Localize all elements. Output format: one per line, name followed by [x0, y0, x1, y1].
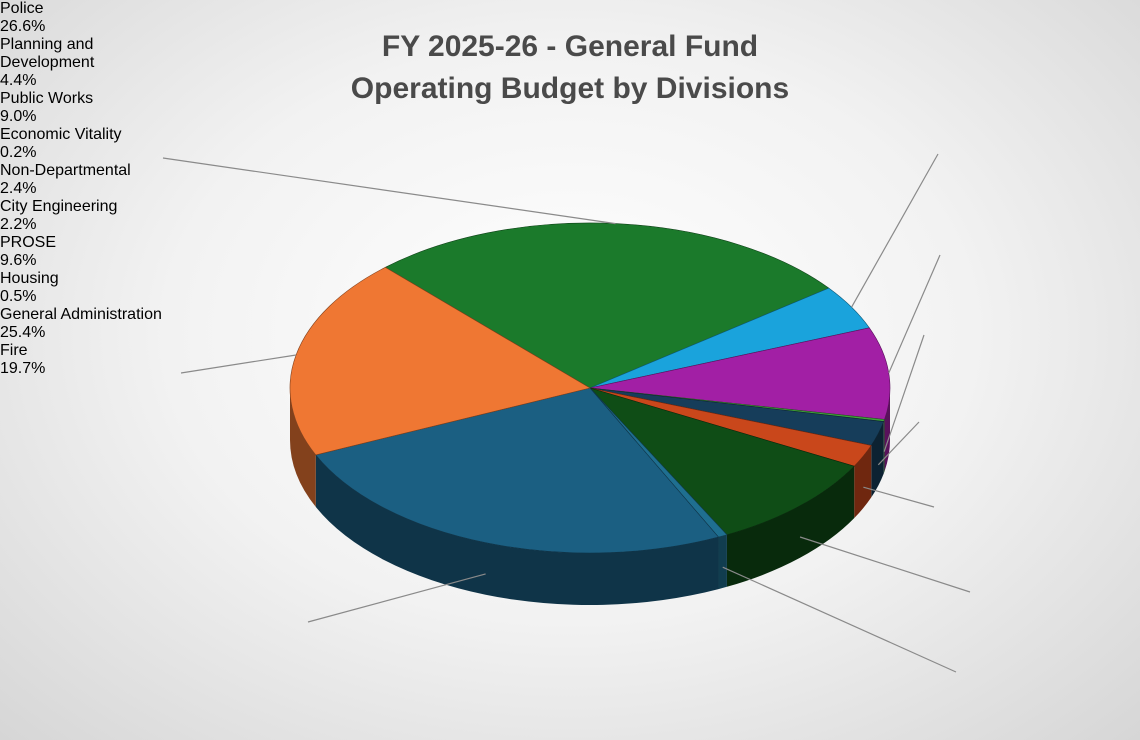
- leader-line: [883, 334, 925, 452]
- leader-line: [180, 354, 297, 374]
- slice: [589, 387, 855, 536]
- leader-line: [851, 153, 939, 308]
- data-label: Planning and Development 4.4%: [0, 36, 152, 90]
- sides: [290, 388, 890, 605]
- data-label: General Administration 25.4%: [0, 306, 166, 342]
- data-label: Economic Vitality 0.2%: [0, 126, 196, 162]
- slice-side: [883, 419, 885, 474]
- slice: [315, 387, 720, 554]
- leader-line: [877, 421, 920, 466]
- label-name: PROSE: [0, 234, 57, 251]
- label-name: Police: [0, 0, 44, 17]
- label-name: Housing: [0, 270, 59, 287]
- chart-title: FY 2025-26 - General Fund Operating Budg…: [350, 30, 790, 105]
- data-label: Housing 0.5%: [0, 270, 102, 306]
- data-label: Police 26.6%: [0, 0, 84, 36]
- label-value: 0.2%: [0, 144, 37, 161]
- leader-line: [307, 573, 486, 623]
- label-value: 26.6%: [0, 18, 46, 35]
- data-label: City Engineering 2.2%: [0, 198, 182, 234]
- label-value: 19.7%: [0, 360, 46, 377]
- label-value: 9.0%: [0, 108, 37, 125]
- leader-line: [162, 157, 616, 225]
- data-label: Fire 19.7%: [0, 342, 84, 378]
- label-value: 2.4%: [0, 180, 37, 197]
- leaders: [162, 153, 971, 673]
- slice-side: [854, 445, 872, 519]
- label-name: Non-Departmental: [0, 162, 131, 179]
- label-name: Fire: [0, 342, 28, 359]
- label-name: Public Works: [0, 90, 94, 107]
- label-value: 2.2%: [0, 216, 37, 233]
- tops: [289, 222, 891, 554]
- slice-side: [726, 466, 855, 587]
- slice-side: [884, 388, 890, 472]
- label-value: 9.6%: [0, 252, 37, 269]
- label-name: Economic Vitality: [0, 126, 122, 143]
- leader-line: [863, 486, 935, 508]
- slice-side: [871, 421, 884, 498]
- data-label: Public Works 9.0%: [0, 90, 156, 126]
- label-value: 4.4%: [0, 72, 37, 89]
- leader-line: [722, 566, 957, 673]
- label-value: 25.4%: [0, 324, 46, 341]
- label-value: 0.5%: [0, 288, 37, 305]
- label-name: Planning and Development: [0, 36, 95, 71]
- label-name: City Engineering: [0, 198, 118, 215]
- data-label: Non-Departmental 2.4%: [0, 162, 212, 198]
- leader-line: [888, 254, 941, 374]
- leader-line: [799, 536, 971, 593]
- slice-side: [290, 388, 316, 507]
- label-name: General Administration: [0, 306, 162, 323]
- data-label: PROSE 9.6%: [0, 234, 86, 270]
- slice-side: [718, 534, 727, 590]
- slice-side: [315, 454, 719, 605]
